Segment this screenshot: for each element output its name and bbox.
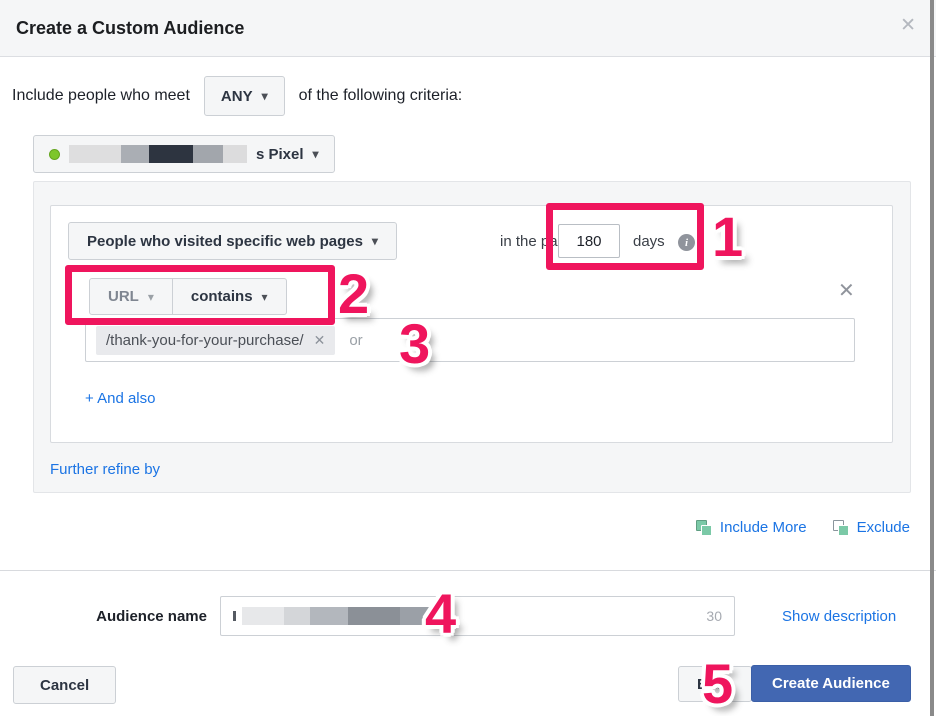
remove-keyword-icon[interactable]: ✕ (313, 332, 326, 348)
and-also-link[interactable]: + And also (85, 390, 156, 407)
days-input[interactable] (558, 224, 620, 258)
exclude-button[interactable]: Exclude (832, 519, 910, 536)
url-type-dropdown[interactable]: URL ▾ (90, 279, 172, 314)
pixel-selector-dropdown[interactable]: s Pixel ▾ (33, 135, 335, 173)
info-icon[interactable]: i (678, 234, 695, 251)
redacted-audience-name (233, 607, 430, 625)
pixel-active-status-dot (49, 148, 60, 160)
remove-rule-icon[interactable]: ✕ (838, 280, 855, 302)
caret-down-icon: ▾ (312, 147, 319, 161)
back-button-label: Back (697, 675, 733, 693)
close-icon[interactable]: ✕ (900, 15, 916, 36)
match-any-value: ANY (220, 87, 253, 105)
create-audience-button[interactable]: Create Audience (751, 665, 911, 702)
pixel-selector-label: s Pixel (256, 145, 304, 163)
criteria-intro-row: Include people who meet ANY ▾ of the fol… (12, 75, 462, 117)
or-hint-label: or (349, 331, 363, 349)
caret-down-icon: ▾ (261, 89, 268, 103)
audience-name-input[interactable]: 30 (220, 596, 735, 636)
criteria-intro-suffix: of the following criteria: (298, 87, 463, 104)
create-audience-button-label: Create Audience (772, 675, 890, 692)
caret-down-icon: ▾ (371, 234, 378, 248)
redacted-pixel-name (69, 145, 247, 163)
visited-pages-dropdown-label: People who visited specific web pages (87, 232, 363, 250)
further-refine-link[interactable]: Further refine by (50, 461, 161, 478)
url-type-dropdown-label: URL (108, 288, 139, 305)
include-more-label: Include More (719, 519, 807, 536)
criteria-intro-prefix: Include people who meet (12, 87, 190, 104)
operator-dropdown-label: contains (190, 288, 253, 305)
url-keywords-input[interactable]: /thank-you-for-your-purchase/ ✕ or (85, 318, 855, 362)
days-label: days (633, 233, 665, 250)
cancel-button-label: Cancel (40, 676, 90, 694)
window-edge-bar (930, 0, 934, 716)
caret-down-icon: ▾ (147, 289, 154, 304)
char-count: 30 (706, 608, 722, 624)
audience-name-label: Audience name (96, 608, 207, 625)
back-button[interactable]: Back (678, 666, 752, 702)
include-more-button[interactable]: Include More (695, 519, 807, 536)
section-divider (0, 570, 936, 571)
url-keyword-value: /thank-you-for-your-purchase/ (106, 331, 304, 349)
url-rule-segmented-control: URL ▾ contains ▾ (89, 278, 287, 315)
dialog-header: Create a Custom Audience ✕ (0, 0, 936, 57)
caret-down-icon: ▾ (261, 289, 268, 304)
visited-pages-dropdown[interactable]: People who visited specific web pages ▾ (68, 222, 397, 260)
operator-dropdown[interactable]: contains ▾ (171, 279, 286, 314)
audience-actions-row: Include More Exclude (695, 519, 910, 536)
include-more-icon (695, 519, 712, 536)
match-any-dropdown[interactable]: ANY ▾ (203, 76, 285, 116)
dialog-title: Create a Custom Audience (16, 17, 245, 38)
cancel-button[interactable]: Cancel (13, 666, 117, 704)
show-description-link[interactable]: Show description (782, 608, 897, 625)
exclude-label: Exclude (856, 519, 910, 536)
exclude-icon (832, 519, 849, 536)
url-keyword-chip: /thank-you-for-your-purchase/ ✕ (96, 325, 336, 355)
